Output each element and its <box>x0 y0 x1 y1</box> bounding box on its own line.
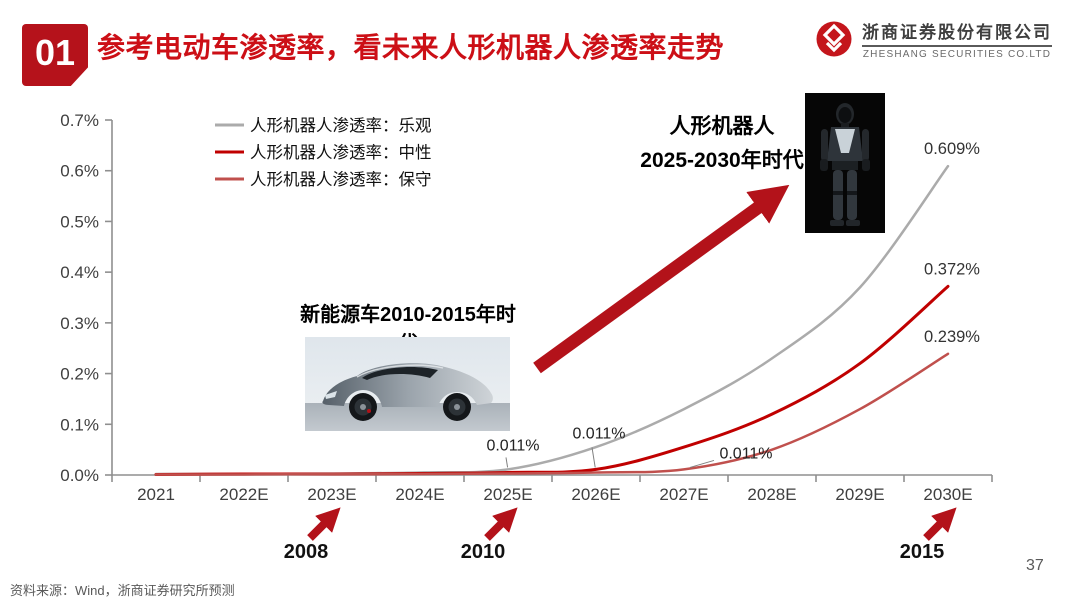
milestone-2008: 2008 <box>270 502 360 564</box>
point-label-leader <box>505 457 509 468</box>
y-tick-label: 0.2% <box>60 365 99 384</box>
page-number: 37 <box>1026 557 1044 574</box>
point-label: 0.011% <box>486 437 539 454</box>
y-tick-label: 0.6% <box>60 162 99 181</box>
humanoid-robot-image <box>805 93 885 233</box>
series-end-label: 0.609% <box>924 140 980 158</box>
milestone-year: 2015 <box>899 541 945 563</box>
zheshang-knot-icon <box>816 21 852 57</box>
x-tick-label: 2024E <box>395 485 444 504</box>
trend-arrow <box>533 184 790 374</box>
up-right-arrow-icon <box>923 507 957 541</box>
y-tick-label: 0.1% <box>60 415 99 434</box>
page-title: 参考电动车渗透率，看未来人形机器人渗透率走势 <box>97 32 725 63</box>
x-tick-label: 2022E <box>219 485 268 504</box>
point-label-leader <box>591 447 596 468</box>
x-tick-label: 2023E <box>307 485 356 504</box>
series-end-label: 0.239% <box>924 328 980 346</box>
y-tick-label: 0.4% <box>60 263 99 282</box>
ev-car-image <box>305 337 510 431</box>
milestone-year: 2010 <box>460 541 506 563</box>
car-illustration <box>305 337 510 431</box>
x-tick-label: 2028E <box>747 485 796 504</box>
milestone-2015: 2015 <box>886 502 976 564</box>
series-end-label: 0.372% <box>924 260 980 278</box>
point-label: 0.011% <box>719 445 772 462</box>
y-tick-label: 0.3% <box>60 314 99 333</box>
legend-label: 人形机器人渗透率：中性 <box>250 143 432 162</box>
logo-name-en: ZHESHANG SECURITIES CO.LTD <box>862 49 1052 60</box>
milestone-2010: 2010 <box>447 502 537 564</box>
robot-illustration <box>805 93 885 233</box>
x-tick-label: 2021 <box>137 485 175 504</box>
x-tick-label: 2026E <box>571 485 620 504</box>
series-line <box>154 352 950 476</box>
legend-label: 人形机器人渗透率：保守 <box>250 170 432 189</box>
data-source-note: 资料来源：Wind，浙商证券研究所预测 <box>10 583 235 598</box>
logo-name-cn: 浙商证券股份有限公司 <box>862 18 1052 47</box>
milestone-year: 2008 <box>283 541 329 563</box>
x-tick-label: 2030E <box>923 485 972 504</box>
x-tick-label: 2027E <box>659 485 708 504</box>
y-tick-label: 0.7% <box>60 111 99 130</box>
section-number-badge: 01 <box>22 24 88 86</box>
point-label-leader <box>689 459 715 468</box>
legend-label: 人形机器人渗透率：乐观 <box>250 116 432 135</box>
x-tick-label: 2029E <box>835 485 884 504</box>
series-line <box>154 284 950 476</box>
robot-era-annotation: 人形机器人 2025-2030年时代 <box>620 110 824 178</box>
x-tick-label: 2025E <box>483 485 532 504</box>
up-right-arrow-icon <box>484 507 518 541</box>
y-tick-label: 0.0% <box>60 466 99 485</box>
robot-era-line1: 人形机器人 <box>669 115 775 138</box>
company-logo: 浙商证券股份有限公司 ZHESHANG SECURITIES CO.LTD <box>814 18 1052 60</box>
point-label: 0.011% <box>572 425 625 442</box>
up-right-arrow-icon <box>307 507 341 541</box>
y-tick-label: 0.5% <box>60 212 99 231</box>
robot-era-line2: 2025-2030年时代 <box>640 149 804 172</box>
